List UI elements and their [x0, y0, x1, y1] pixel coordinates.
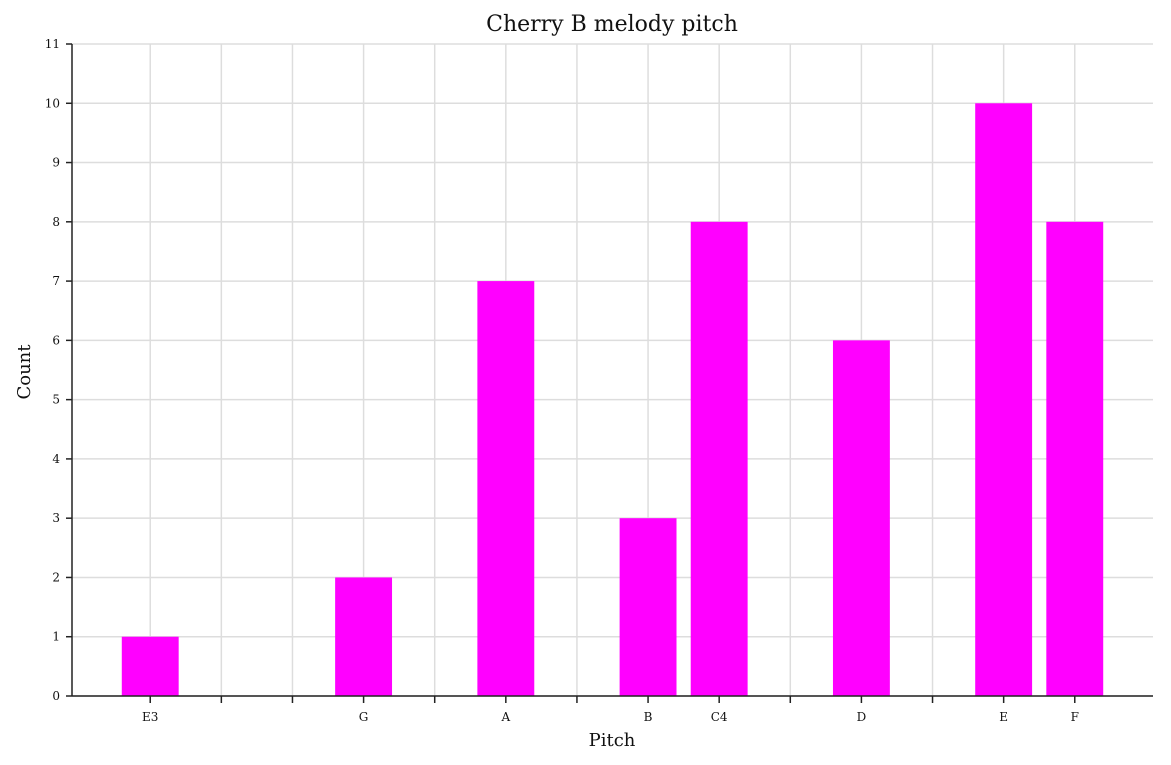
- bar-a: [477, 281, 535, 696]
- x-tick-label: E3: [142, 710, 158, 724]
- y-axis-label: Count: [14, 344, 35, 400]
- x-tick-label: A: [500, 710, 510, 724]
- x-tick-label: E: [999, 710, 1008, 724]
- chart-title: Cherry B melody pitch: [486, 12, 738, 37]
- y-tick-label: 11: [45, 37, 60, 51]
- bar-f: [1046, 221, 1104, 696]
- y-tick-label: 5: [52, 393, 60, 407]
- bar-b: [619, 518, 677, 696]
- bar-c4: [690, 221, 748, 696]
- bar-e3: [121, 636, 179, 696]
- x-tick-label: G: [359, 710, 369, 724]
- x-tick-label: C4: [711, 710, 728, 724]
- axis-layer: 0 1 2 3 4 5 6 7 8 9 10 11 E3 G A B C4 D E F: [45, 37, 1153, 724]
- bar-layer: [121, 103, 1104, 697]
- y-tick-label: 3: [52, 511, 60, 525]
- y-tick-label: 8: [52, 215, 60, 229]
- x-axis-label: Pitch: [589, 730, 636, 751]
- y-tick-label: 0: [52, 689, 60, 703]
- x-tick-label: F: [1071, 710, 1079, 724]
- bar-e: [975, 103, 1033, 697]
- y-tick-label: 10: [45, 96, 60, 110]
- y-tick-label: 9: [52, 156, 60, 170]
- y-tick-label: 6: [52, 333, 60, 347]
- y-tick-label: 4: [52, 452, 60, 466]
- x-tick-label: D: [857, 710, 867, 724]
- bar-g: [335, 577, 393, 696]
- y-tick-label: 7: [52, 274, 60, 288]
- y-tick-label: 2: [52, 570, 60, 584]
- x-tick-label: B: [644, 710, 653, 724]
- bar-d: [832, 340, 890, 696]
- y-tick-label: 1: [52, 630, 60, 644]
